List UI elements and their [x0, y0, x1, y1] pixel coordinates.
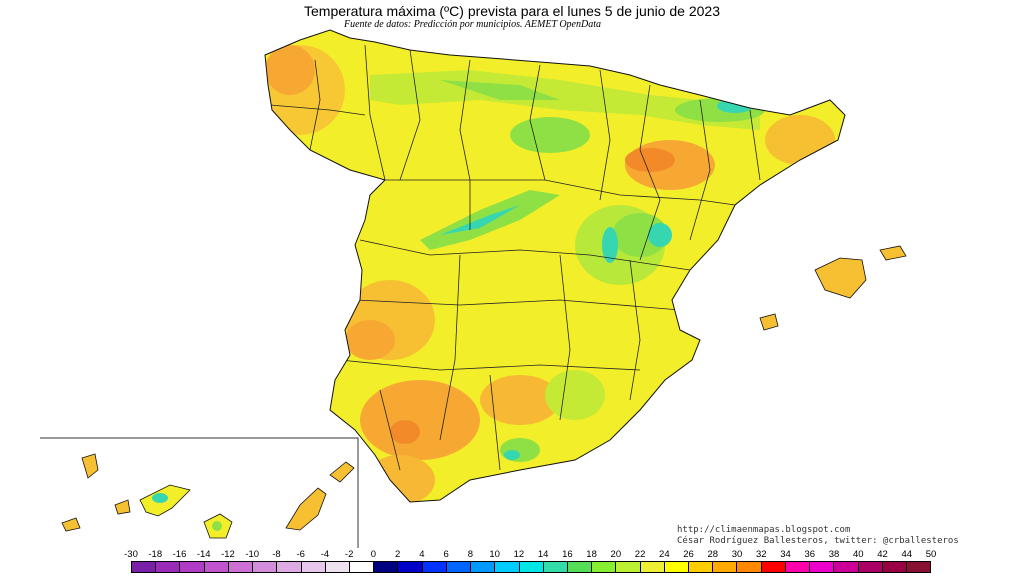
legend-label: -14 [196, 549, 211, 560]
legend-label: -16 [172, 549, 187, 560]
legend-swatch [689, 562, 714, 572]
legend-swatch [325, 562, 350, 572]
legend-swatch [834, 562, 859, 572]
legend-label: 26 [683, 549, 694, 560]
legend-swatch [253, 562, 278, 572]
legend-swatch [907, 562, 931, 572]
legend-label: 16 [562, 549, 573, 560]
fuerteventura [285, 487, 327, 531]
legend-swatch [616, 562, 641, 572]
legend-swatch [277, 562, 302, 572]
legend-label: 10 [489, 549, 500, 560]
legend-label: -18 [148, 549, 163, 560]
credit-url: http://climaenmapas.blogspot.com [677, 525, 851, 535]
temperature-field [265, 45, 835, 502]
legend-swatch [785, 562, 811, 572]
legend-swatch [761, 562, 786, 572]
legend-swatch [882, 562, 907, 572]
legend-swatch [713, 562, 738, 572]
legend-label: -12 [221, 549, 235, 560]
legend-label: 32 [756, 549, 767, 560]
map-subtitle: Fuente de datos: Predicción por municipi… [344, 19, 601, 30]
legend-swatch [349, 562, 375, 572]
legend-labels: -30 -18 -16 -14 -12 -10 -8 -6 -4 -2 0 2 4 6 8 10 12 14 16 1… [0, 549, 1024, 561]
legend-label: 36 [804, 549, 816, 560]
legend-swatch [422, 562, 447, 572]
legend-swatch [156, 562, 181, 572]
legend-swatch [810, 562, 835, 572]
legend-label: 18 [586, 549, 597, 560]
mallorca [814, 257, 867, 299]
legend-swatch [592, 562, 617, 572]
legend-label: 50 [925, 549, 937, 560]
legend-label: 42 [877, 549, 888, 560]
legend-swatch [543, 562, 568, 572]
legend-swatch [471, 562, 496, 572]
legend-label: -8 [272, 549, 281, 560]
legend-swatch [737, 562, 762, 572]
legend-swatch [398, 562, 423, 572]
legend-swatch [495, 562, 520, 572]
legend-label: 38 [828, 549, 840, 560]
legend-label: 34 [780, 549, 791, 560]
el-hierro [61, 517, 81, 532]
menorca [879, 245, 907, 261]
legend-label: -4 [320, 549, 330, 560]
legend-swatch [664, 562, 690, 572]
la-gomera [114, 499, 131, 515]
legend-label: 20 [610, 549, 622, 560]
ibiza [759, 313, 779, 331]
legend-label: -2 [344, 549, 354, 560]
legend-label: -30 [124, 549, 138, 560]
legend-label: 8 [467, 549, 474, 560]
la-palma [81, 453, 99, 479]
credit-author: César Rodríguez Ballesteros, twitter: @c… [677, 536, 959, 546]
legend-swatch [519, 562, 544, 572]
legend-label: -6 [296, 549, 305, 560]
legend-label: 44 [901, 549, 913, 560]
legend-label: 12 [513, 549, 525, 560]
legend-swatch [301, 562, 326, 572]
legend-swatch [180, 562, 205, 572]
legend-label: 28 [707, 549, 719, 560]
province-borders [269, 44, 761, 471]
legend-swatch [858, 562, 883, 572]
color-legend [131, 561, 931, 573]
legend-label: 4 [419, 549, 425, 560]
legend-label: 30 [731, 549, 743, 560]
legend-swatch [132, 562, 157, 572]
legend-label: 24 [659, 549, 670, 560]
legend-swatch [374, 562, 399, 572]
map-title: Temperatura máxima (ºC) prevista para el… [304, 3, 720, 19]
legend-label: 40 [852, 549, 864, 560]
legend-swatch [228, 562, 254, 572]
legend-label: -10 [245, 549, 260, 560]
lanzarote [329, 461, 355, 483]
legend-label: 2 [395, 549, 401, 560]
canary-inset-frame [40, 437, 359, 548]
legend-swatch [567, 562, 593, 572]
legend-label: 22 [634, 549, 646, 560]
legend-label: 14 [537, 549, 549, 560]
legend-swatch [204, 562, 229, 572]
legend-label: 0 [370, 549, 377, 560]
legend-label: 6 [443, 549, 449, 560]
legend-swatch [640, 562, 665, 572]
legend-swatch [446, 562, 472, 572]
